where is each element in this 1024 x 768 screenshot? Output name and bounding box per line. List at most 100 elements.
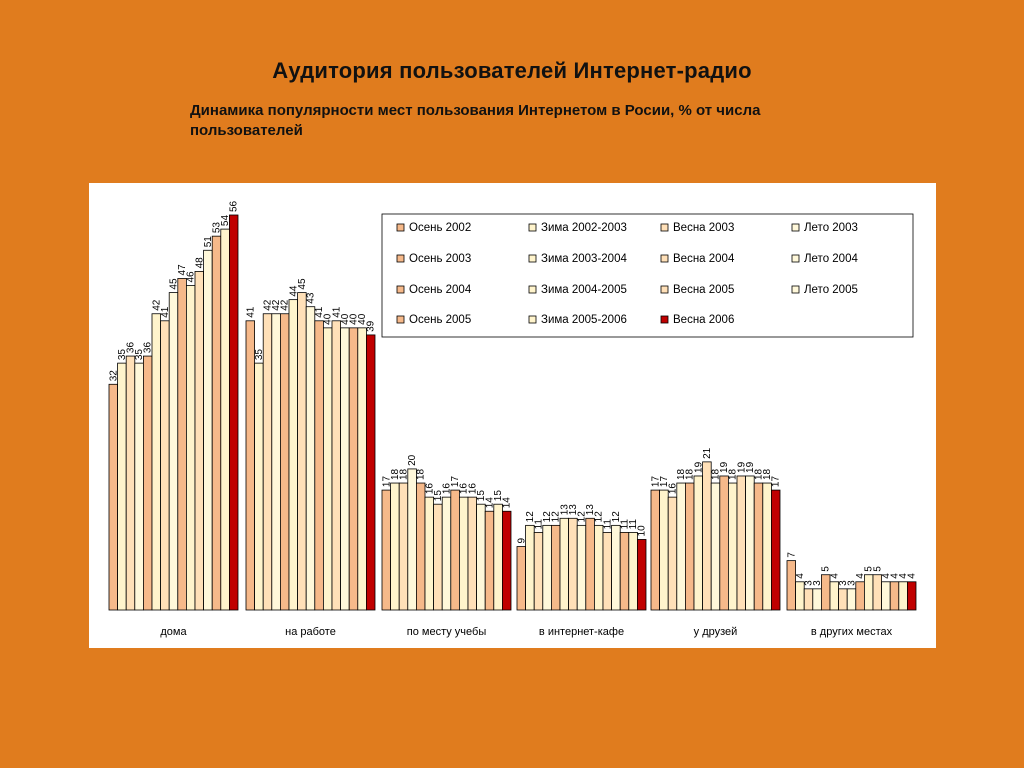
bar [390, 482, 400, 611]
bar [771, 489, 781, 611]
bar [838, 588, 848, 611]
value-label: 4 [890, 573, 901, 579]
legend-label: Лето 2004 [804, 253, 858, 265]
bar [297, 292, 307, 611]
value-label: 18 [416, 468, 427, 480]
bar [786, 560, 797, 611]
value-label: 5 [872, 566, 883, 572]
legend-label: Весна 2005 [673, 284, 734, 296]
bar [762, 482, 772, 611]
value-label: 41 [245, 306, 256, 318]
bar [898, 581, 908, 611]
legend-label: Лето 2003 [804, 222, 858, 234]
value-label: 36 [126, 342, 137, 354]
value-label: 4 [907, 573, 918, 579]
value-label: 5 [864, 566, 875, 572]
legend-label: Весна 2003 [673, 222, 734, 234]
bar [134, 362, 144, 611]
bar [568, 517, 578, 611]
value-label: 4 [898, 573, 909, 579]
value-label: 42 [263, 299, 274, 311]
value-label: 10 [637, 525, 648, 537]
legend-swatch [396, 254, 405, 263]
bar [348, 327, 359, 611]
value-label: 12 [577, 511, 588, 523]
value-label: 18 [711, 468, 722, 480]
value-label: 40 [357, 313, 368, 325]
legend-label: Осень 2005 [409, 314, 471, 326]
bar [407, 468, 417, 611]
legend-swatch [660, 315, 669, 324]
bar [365, 334, 376, 611]
value-label: 18 [728, 468, 739, 480]
value-labels-layer: 3235363536424145474648515354564135424242… [108, 200, 917, 585]
legend-label: Лето 2005 [804, 284, 858, 296]
value-label: 3 [838, 580, 849, 586]
value-label: 11 [620, 519, 631, 530]
value-label: 15 [476, 490, 487, 502]
value-label: 5 [821, 566, 832, 572]
value-label: 3 [812, 580, 823, 586]
bar [254, 362, 264, 611]
value-label: 56 [229, 200, 240, 212]
bar [593, 524, 604, 611]
legend-swatch [791, 254, 800, 263]
legend: Осень 2002 Зима 2002-2003 Весна 2003 Лето 2… [381, 213, 914, 338]
value-label: 44 [288, 285, 299, 297]
value-label: 19 [719, 461, 730, 473]
value-label: 42 [280, 299, 291, 311]
bar [659, 489, 669, 611]
bar [501, 510, 512, 611]
bar [305, 306, 316, 611]
bar [702, 461, 712, 611]
value-label: 13 [585, 504, 596, 516]
value-label: 45 [169, 278, 180, 290]
value-label: 18 [762, 468, 773, 480]
bar [117, 362, 127, 611]
value-label: 17 [381, 476, 392, 488]
value-label: 16 [467, 483, 478, 495]
legend-swatch [528, 254, 537, 263]
category-labels-layer: дома на работе по месту учебы в интернет-ка… [160, 626, 892, 638]
bar [728, 482, 738, 611]
value-label: 43 [306, 292, 317, 304]
slide-title: Аудитория пользователей Интернет-радио [272, 58, 752, 83]
value-label: 19 [736, 461, 747, 473]
value-label: 3 [804, 580, 815, 586]
slide-subtitle: Динамика популярности мест пользования И… [190, 102, 761, 139]
value-label: 19 [693, 461, 704, 473]
bar [559, 517, 570, 611]
value-label: 17 [650, 476, 661, 488]
category-label: по месту учебы [407, 626, 487, 638]
bar [550, 524, 561, 611]
value-label: 35 [117, 349, 128, 361]
bar [476, 503, 486, 611]
bar [415, 482, 426, 611]
bar [516, 546, 527, 611]
bar [484, 510, 495, 611]
bar [667, 496, 678, 611]
bar [279, 313, 290, 611]
value-label: 18 [399, 468, 410, 480]
value-label: 41 [160, 306, 171, 318]
value-label: 4 [829, 573, 840, 579]
bars-layer [108, 214, 917, 611]
bar [340, 327, 350, 611]
bar [872, 574, 883, 611]
bar [398, 482, 409, 611]
value-label: 48 [194, 257, 205, 269]
value-label: 12 [594, 511, 605, 523]
legend-label: Зима 2005-2006 [541, 314, 627, 326]
bar [357, 327, 367, 611]
bar [628, 532, 638, 611]
bar [602, 532, 613, 611]
value-label: 17 [450, 476, 461, 488]
legend-swatch [791, 223, 800, 232]
bar [637, 539, 647, 611]
value-label: 35 [254, 349, 265, 361]
bar [186, 285, 196, 611]
value-label: 42 [271, 299, 282, 311]
value-label: 40 [349, 313, 360, 325]
value-label: 15 [433, 490, 444, 502]
value-label: 17 [771, 476, 782, 488]
